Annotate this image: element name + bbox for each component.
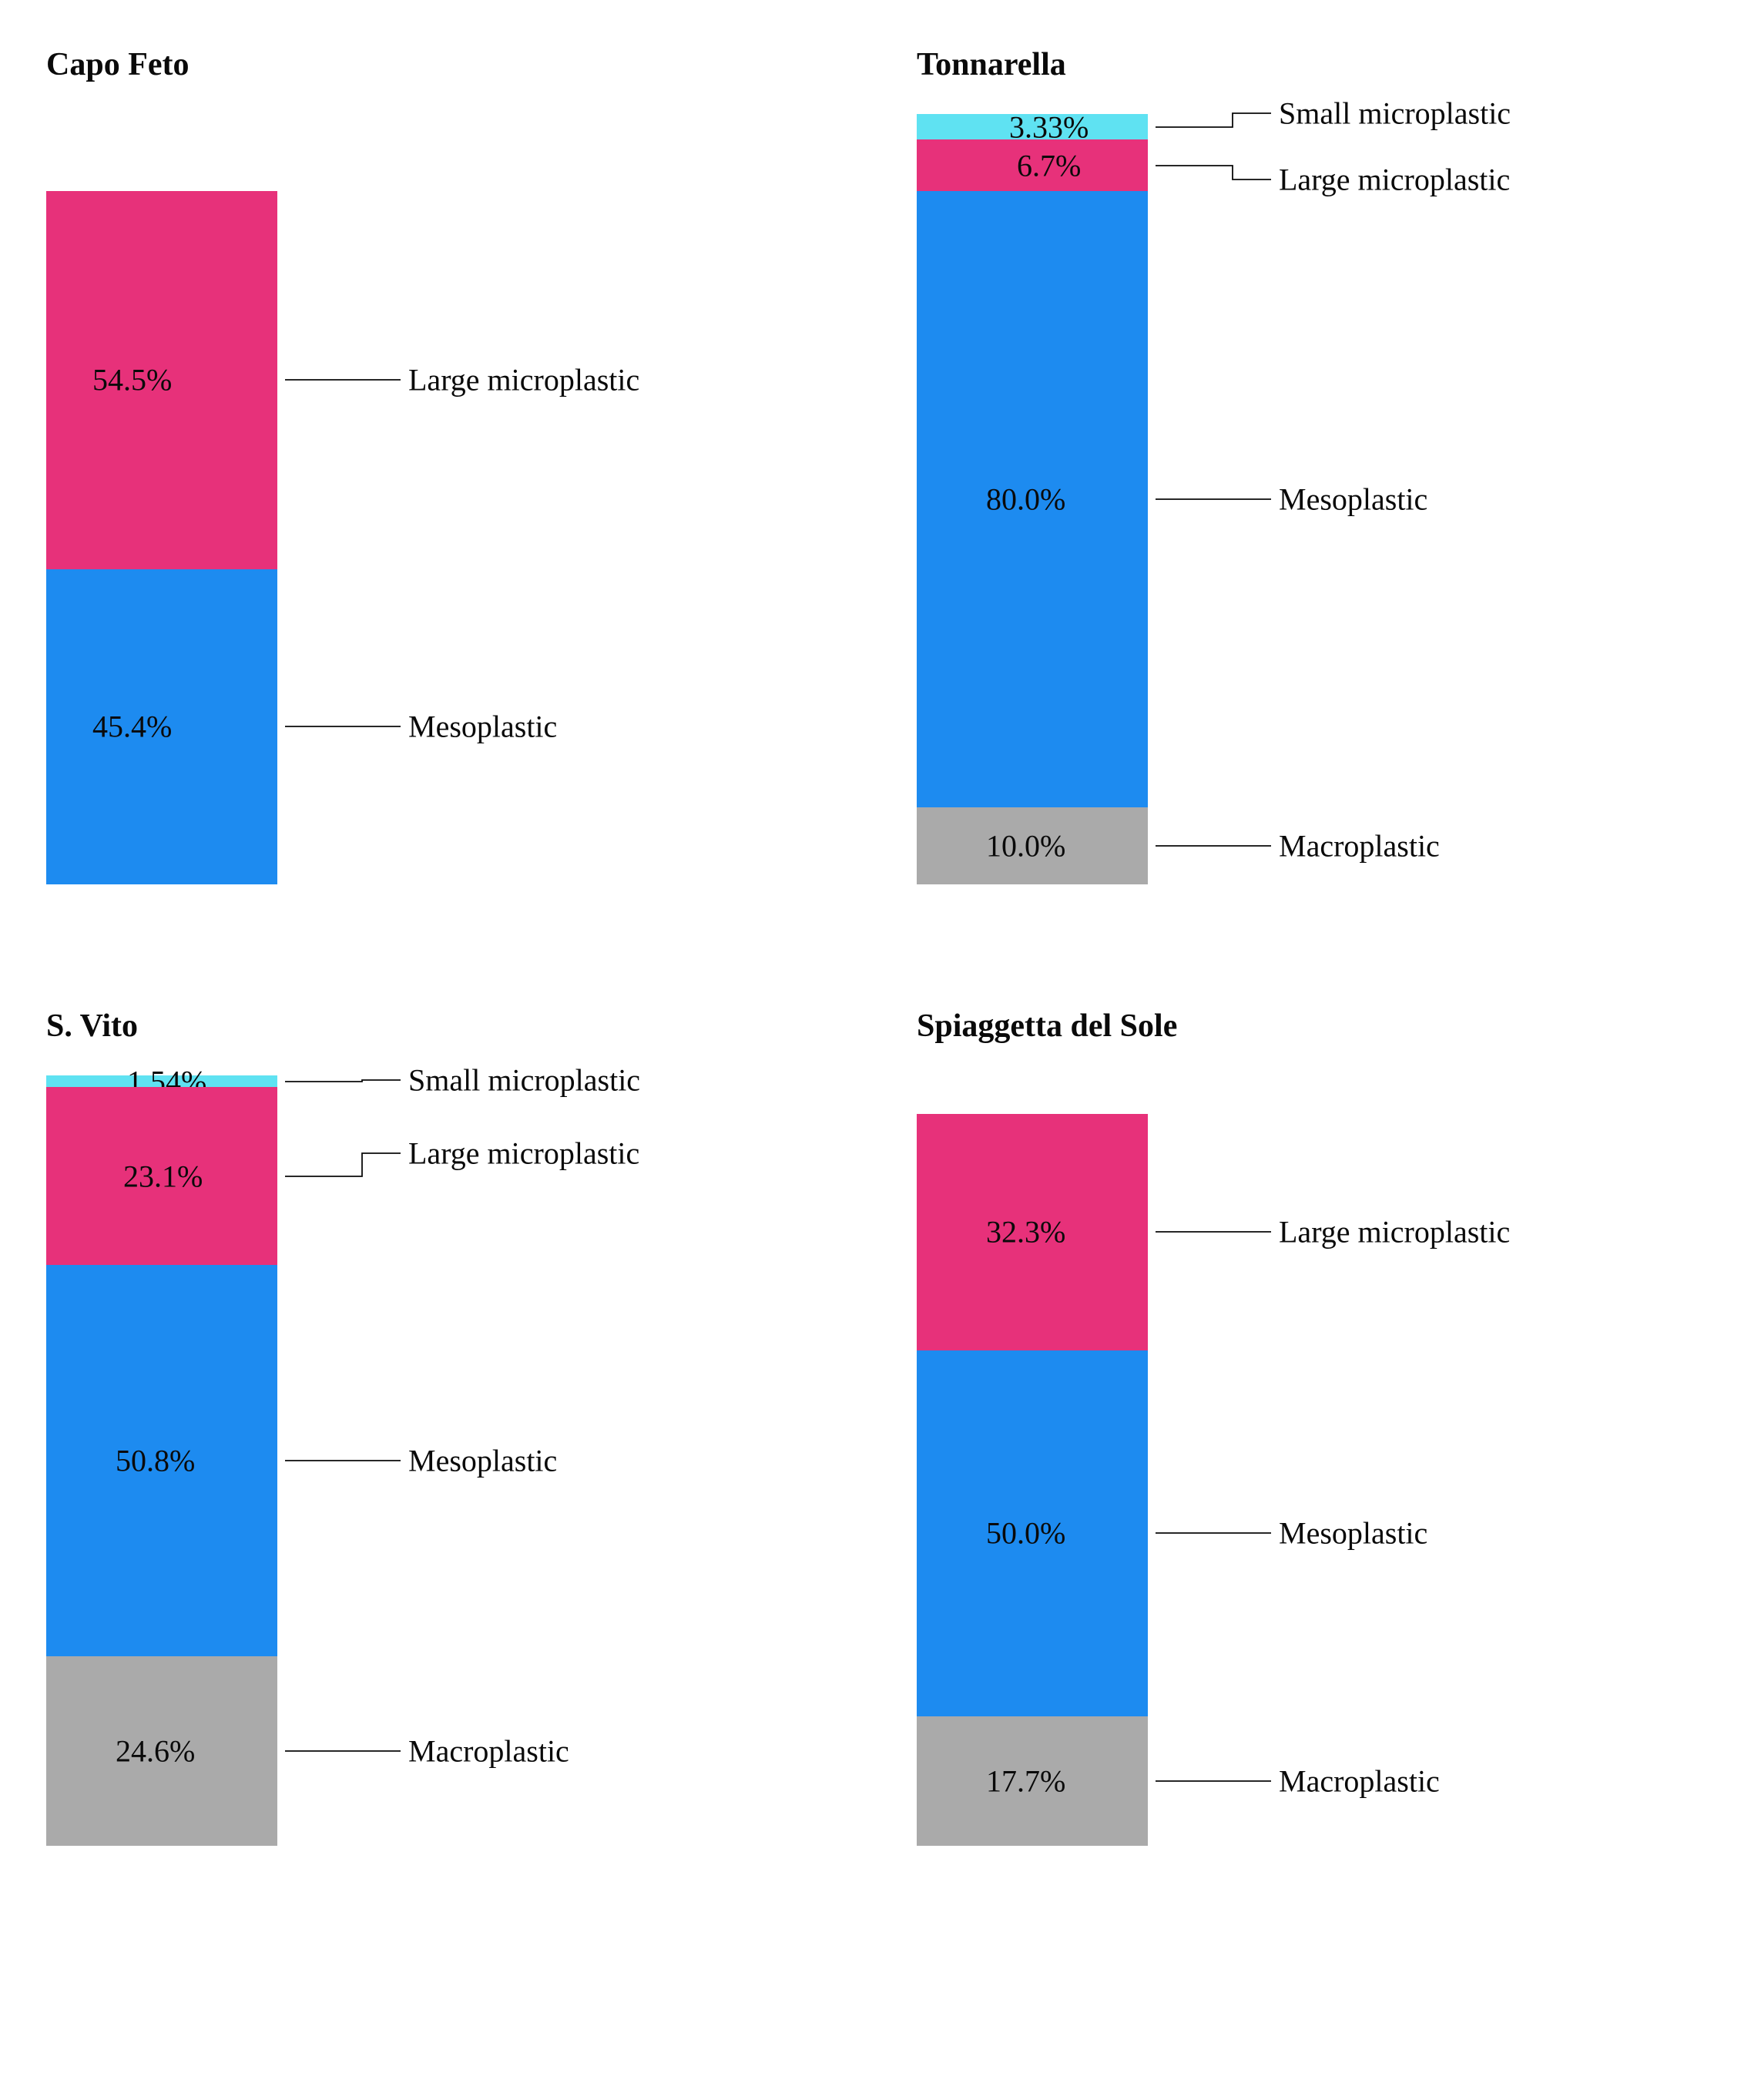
bar-segment: 50.0%Mesoplastic xyxy=(917,1350,1148,1716)
bar-segment: 23.1%Large microplastic xyxy=(46,1087,277,1265)
segment-label: Mesoplastic xyxy=(408,709,557,745)
segment-label: Macroplastic xyxy=(1279,827,1440,864)
stacked-bar: 3.33%Small microplastic6.7%Large micropl… xyxy=(917,114,1148,884)
bar-area: 3.33%Small microplastic6.7%Large micropl… xyxy=(917,114,1695,884)
segment-label: Large microplastic xyxy=(1279,161,1510,197)
stacked-bar: 32.3%Large microplastic50.0%Mesoplastic1… xyxy=(917,1114,1148,1846)
bar-segment: 80.0%Mesoplastic xyxy=(917,191,1148,807)
bar-area: 32.3%Large microplastic50.0%Mesoplastic1… xyxy=(917,1075,1695,1846)
bar-area: 1.54%Small microplastic23.1%Large microp… xyxy=(46,1075,824,1846)
bar-segment: 32.3%Large microplastic xyxy=(917,1114,1148,1350)
chart-title: Capo Feto xyxy=(46,46,824,83)
stacked-bar: 54.5%Large microplastic45.4%Mesoplastic xyxy=(46,191,277,884)
chart-2: S. Vito 1.54%Small microplastic23.1%Large… xyxy=(46,1008,824,1846)
bar-segment: 10.0%Macroplastic xyxy=(917,807,1148,884)
bar-segment: 17.7%Macroplastic xyxy=(917,1716,1148,1846)
bar-segment: 6.7%Large microplastic xyxy=(917,139,1148,191)
chart-1: Tonnarella 3.33%Small microplastic6.7%Lar… xyxy=(917,46,1695,884)
charts-grid: Capo Feto 54.5%Large microplastic45.4%Mes… xyxy=(46,46,1695,1846)
segment-label: Macroplastic xyxy=(1279,1763,1440,1799)
bar-segment: 3.33%Small microplastic xyxy=(917,114,1148,139)
chart-title: Spiaggetta del Sole xyxy=(917,1008,1695,1045)
bar-segment: 50.8%Mesoplastic xyxy=(46,1265,277,1656)
chart-0: Capo Feto 54.5%Large microplastic45.4%Mes… xyxy=(46,46,824,884)
segment-label: Mesoplastic xyxy=(1279,481,1427,518)
stacked-bar: 1.54%Small microplastic23.1%Large microp… xyxy=(46,1075,277,1846)
chart-title: Tonnarella xyxy=(917,46,1695,83)
segment-label: Small microplastic xyxy=(408,1062,640,1098)
chart-title: S. Vito xyxy=(46,1008,824,1045)
segment-label: Small microplastic xyxy=(1279,95,1511,131)
bar-area: 54.5%Large microplastic45.4%Mesoplastic xyxy=(46,114,824,884)
segment-label: Large microplastic xyxy=(1279,1214,1510,1250)
segment-label: Mesoplastic xyxy=(408,1443,557,1479)
bar-segment: 54.5%Large microplastic xyxy=(46,191,277,569)
chart-3: Spiaggetta del Sole 32.3%Large microplast… xyxy=(917,1008,1695,1846)
bar-segment: 1.54%Small microplastic xyxy=(46,1075,277,1087)
segment-label: Large microplastic xyxy=(408,1135,639,1171)
segment-label: Mesoplastic xyxy=(1279,1515,1427,1552)
bar-segment: 24.6%Macroplastic xyxy=(46,1656,277,1846)
segment-label: Macroplastic xyxy=(408,1733,569,1770)
bar-segment: 45.4%Mesoplastic xyxy=(46,569,277,884)
segment-label: Large microplastic xyxy=(408,362,639,398)
